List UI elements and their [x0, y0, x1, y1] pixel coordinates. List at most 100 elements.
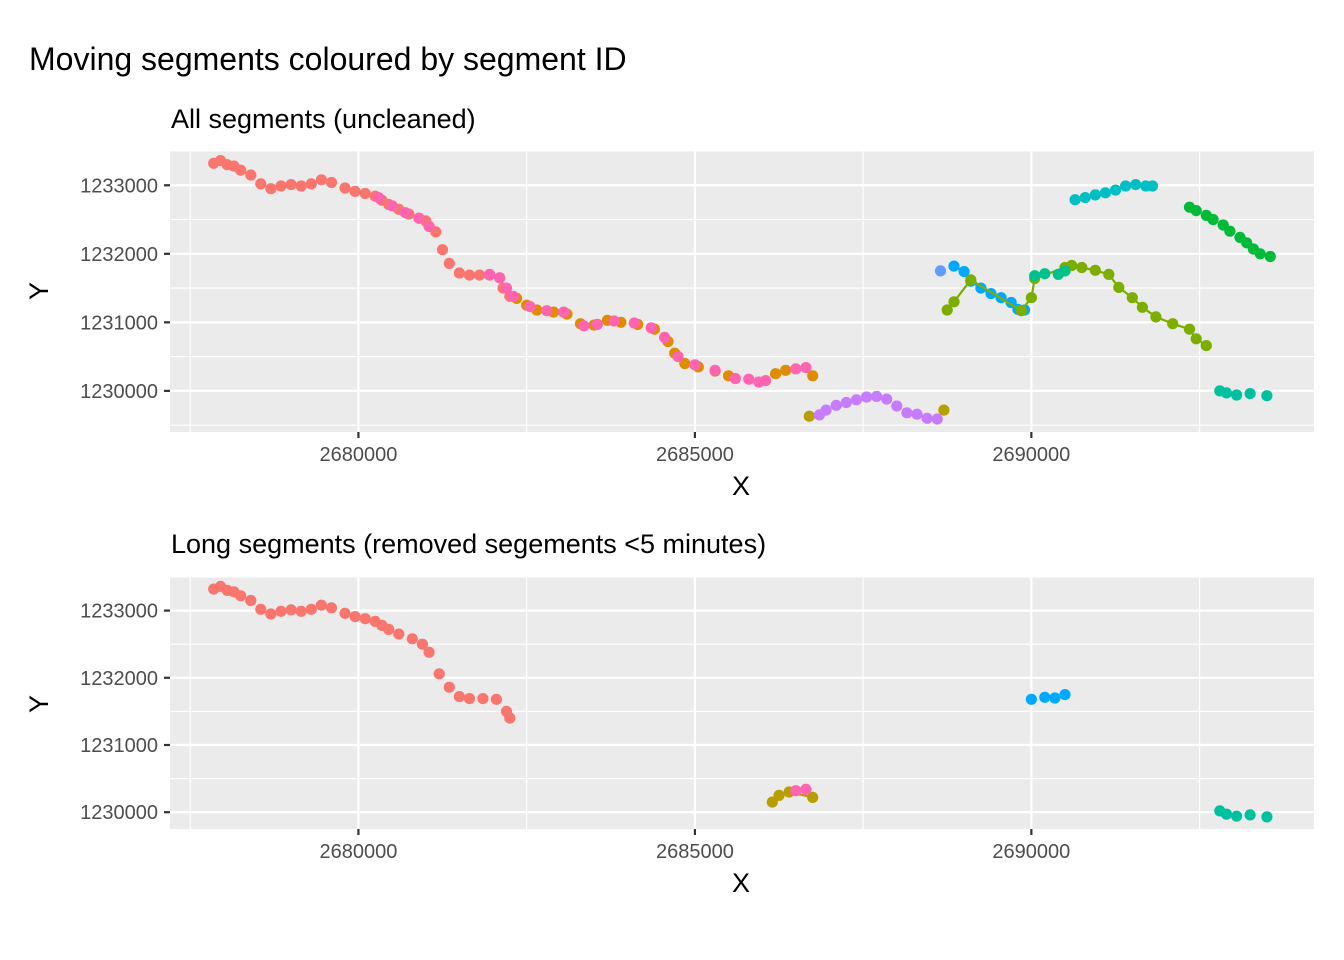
figure-title: Moving segments coloured by segment ID [29, 41, 627, 77]
panel-title-long: Long segments (removed segements <5 minu… [171, 529, 766, 559]
data-point [463, 269, 476, 281]
data-point [558, 306, 570, 318]
data-point [1220, 387, 1233, 399]
data-point [1113, 281, 1125, 293]
data-point [474, 269, 486, 281]
data-point [453, 691, 465, 703]
y-axis-title-long: Y [24, 695, 54, 713]
data-point [315, 174, 327, 186]
data-point [679, 357, 691, 370]
data-point [1076, 261, 1088, 274]
data-point [453, 267, 465, 279]
data-point [1167, 318, 1179, 330]
data-point [901, 407, 913, 419]
data-point [773, 789, 785, 802]
data-point [443, 257, 455, 269]
data-point [1231, 389, 1243, 401]
data-point [1103, 268, 1115, 280]
data-point [941, 304, 953, 316]
data-point [934, 265, 947, 277]
x-axis-title-all: X [732, 471, 750, 501]
data-point [359, 187, 371, 200]
panel-long-segments: Long segments (removed segements <5 minu… [24, 529, 1314, 898]
data-point [416, 638, 428, 650]
data-point [245, 594, 257, 607]
data-point [830, 399, 842, 411]
data-points-all [208, 155, 1276, 425]
data-point [931, 413, 943, 425]
data-point [1049, 692, 1061, 704]
y-tick-label: 1231000 [80, 312, 158, 334]
data-point [383, 623, 395, 636]
data-point [423, 646, 435, 658]
data-point [413, 212, 425, 224]
y-tick-label: 1230000 [80, 802, 158, 824]
gridlines-long [170, 576, 1314, 829]
data-point [305, 178, 317, 190]
data-point [807, 370, 819, 382]
x-tick-label: 2685000 [656, 841, 734, 863]
data-point [948, 260, 960, 272]
data-point [760, 375, 772, 387]
data-point [490, 693, 502, 705]
data-point [436, 244, 449, 256]
data-point [800, 783, 812, 796]
data-point [484, 268, 496, 280]
data-point [591, 318, 603, 330]
data-point [443, 681, 455, 693]
y-tick-label: 1231000 [80, 735, 158, 757]
data-point [965, 274, 977, 286]
data-point [1207, 213, 1219, 226]
data-point [1130, 179, 1142, 191]
data-point [463, 693, 476, 705]
data-points-long [208, 580, 1273, 823]
data-point [1059, 265, 1071, 277]
data-point [1099, 187, 1111, 199]
data-point [958, 266, 970, 278]
data-point [349, 185, 361, 197]
data-point [235, 164, 247, 176]
data-point [1089, 264, 1101, 276]
data-point [339, 182, 351, 194]
gridlines-all [170, 150, 1314, 432]
data-point [790, 363, 802, 375]
data-point [433, 668, 445, 680]
data-point [1029, 270, 1041, 282]
x-tick-label: 2680000 [319, 841, 397, 863]
data-point [1150, 311, 1162, 323]
data-point [285, 179, 297, 191]
data-point [1220, 808, 1233, 820]
data-point [339, 607, 351, 619]
data-point [659, 331, 671, 343]
data-point [524, 301, 536, 313]
data-point [500, 282, 513, 294]
data-point [881, 393, 893, 405]
data-point [386, 200, 398, 212]
data-point [1183, 323, 1196, 335]
data-point [325, 602, 338, 614]
x-tick-label: 2690000 [992, 841, 1070, 863]
data-point [729, 372, 741, 385]
data-point [891, 400, 903, 412]
data-point [477, 693, 489, 705]
data-point [840, 396, 852, 409]
axes-long: 2680000 2685000 2690000 1230000 1231000 12320… [80, 601, 1070, 863]
y-tick-label: 1233000 [80, 175, 158, 197]
data-point [295, 605, 307, 617]
data-point [1146, 180, 1159, 192]
data-point [948, 296, 960, 308]
x-axis-title-long: X [732, 868, 750, 898]
data-point [743, 373, 755, 385]
data-point [349, 611, 361, 623]
panel-all-segments: All segments (uncleaned) 2680000 2685000 2… [24, 104, 1314, 501]
data-point [255, 603, 267, 615]
data-point [255, 178, 267, 190]
data-point [911, 408, 923, 420]
x-tick-label: 2685000 [656, 444, 734, 466]
data-point [1224, 225, 1236, 237]
data-point [1039, 691, 1051, 703]
data-point [305, 603, 317, 615]
y-tick-label: 1230000 [80, 381, 158, 403]
data-point [373, 192, 385, 204]
